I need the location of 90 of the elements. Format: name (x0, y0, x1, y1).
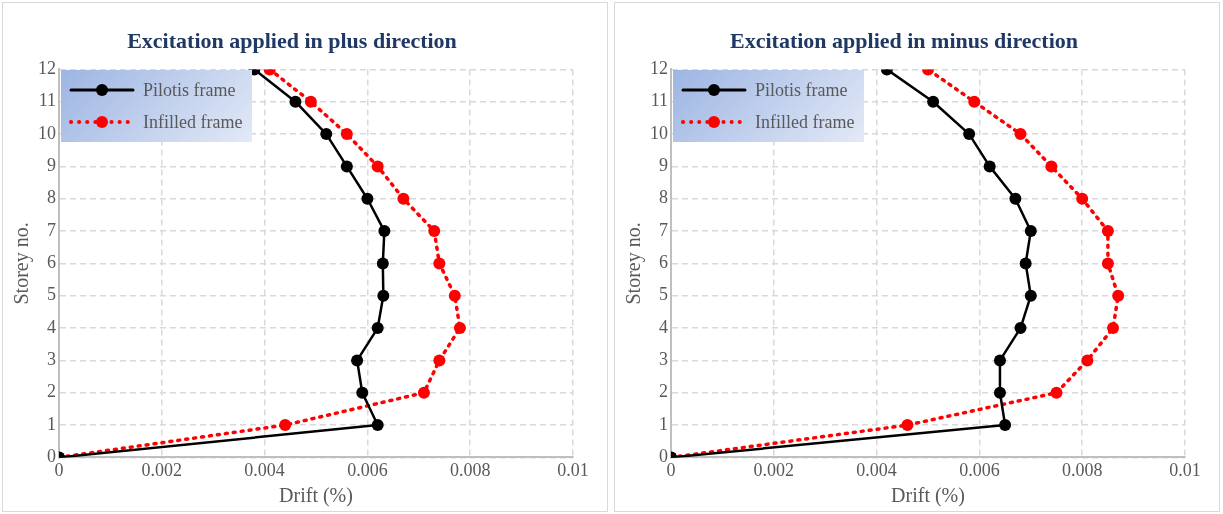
point (433, 354, 446, 367)
y-tick-label: 4 (659, 316, 668, 337)
y-tick-label: 6 (47, 252, 56, 273)
y-tick-label: 9 (659, 155, 668, 176)
point (340, 128, 353, 141)
point (1112, 289, 1125, 302)
y-tick-label: 10 (650, 122, 668, 143)
y-tick-label: 1 (659, 413, 668, 434)
point (397, 192, 410, 205)
legend-label: Pilotis frame (755, 79, 848, 101)
x-tick-label: 0.004 (856, 459, 897, 480)
y-tick-label: 7 (659, 219, 668, 240)
point (1076, 192, 1089, 205)
x-tick-label: 0.006 (347, 459, 388, 480)
y-tick-label: 5 (47, 284, 56, 305)
y-tick-label: 11 (38, 90, 56, 111)
point (448, 289, 461, 302)
point (453, 322, 466, 335)
x-tick-label: 0.01 (1169, 459, 1201, 480)
legend-label: Pilotis frame (143, 79, 236, 101)
point (1024, 289, 1037, 302)
point (1101, 225, 1114, 238)
x-tick-label: 0.008 (1061, 459, 1103, 480)
point (428, 225, 441, 238)
y-tick-label: 12 (650, 58, 668, 79)
x-tick-label: 0.006 (959, 459, 1000, 480)
point (1107, 322, 1120, 335)
point (320, 128, 333, 141)
point (1014, 128, 1027, 141)
point (1019, 257, 1032, 270)
y-tick-label: 9 (47, 155, 56, 176)
point (993, 354, 1006, 367)
y-tick-label: 12 (38, 58, 56, 79)
point (340, 160, 353, 173)
y-tick-label: 11 (650, 90, 668, 111)
y-tick-label: 6 (659, 252, 668, 273)
chart-title: Excitation applied in plus direction (127, 27, 457, 53)
point (968, 95, 981, 108)
legend-label: Infilled frame (143, 111, 243, 133)
y-tick-label: 2 (47, 381, 56, 402)
point (1101, 257, 1114, 270)
y-tick-label: 5 (659, 284, 668, 305)
y-tick-label: 1 (47, 413, 56, 434)
point (289, 95, 302, 108)
legend-label: Infilled frame (755, 111, 855, 133)
point (378, 225, 391, 238)
y-tick-label: 0 (659, 446, 668, 467)
point (901, 419, 914, 432)
x-tick-label: 0.002 (141, 459, 183, 480)
point (351, 354, 364, 367)
y-tick-label: 10 (38, 122, 56, 143)
point (361, 192, 374, 205)
point (433, 257, 446, 270)
x-axis-title: Drift (%) (891, 484, 965, 508)
point (1009, 192, 1022, 205)
y-tick-label: 7 (47, 219, 56, 240)
point (377, 289, 390, 302)
y-axis-title: Storey no. (622, 222, 646, 305)
point (983, 160, 996, 173)
point (1081, 354, 1094, 367)
y-axis-title: Storey no. (10, 222, 34, 305)
point (1024, 225, 1037, 238)
x-tick-label: 0.004 (244, 459, 285, 480)
y-tick-label: 8 (47, 187, 56, 208)
y-tick-label: 2 (659, 381, 668, 402)
point (993, 386, 1006, 399)
y-tick-label: 4 (47, 316, 56, 337)
point (376, 257, 389, 270)
point (371, 160, 384, 173)
point (1050, 386, 1063, 399)
point (279, 419, 292, 432)
y-tick-label: 8 (659, 187, 668, 208)
point (304, 95, 317, 108)
x-tick-label: 0.002 (753, 459, 795, 480)
point (356, 386, 369, 399)
x-axis-title: Drift (%) (279, 484, 353, 508)
y-tick-label: 0 (47, 446, 56, 467)
x-tick-label: 0.008 (449, 459, 491, 480)
x-tick-label: 0.01 (557, 459, 589, 480)
point (963, 128, 976, 141)
point (927, 95, 940, 108)
point (417, 386, 430, 399)
chart-title: Excitation applied in minus direction (730, 27, 1078, 53)
y-tick-label: 3 (659, 349, 668, 370)
y-tick-label: 3 (47, 349, 56, 370)
point (999, 419, 1012, 432)
point (1014, 322, 1027, 335)
point (371, 322, 384, 335)
point (371, 419, 384, 432)
point (1045, 160, 1058, 173)
